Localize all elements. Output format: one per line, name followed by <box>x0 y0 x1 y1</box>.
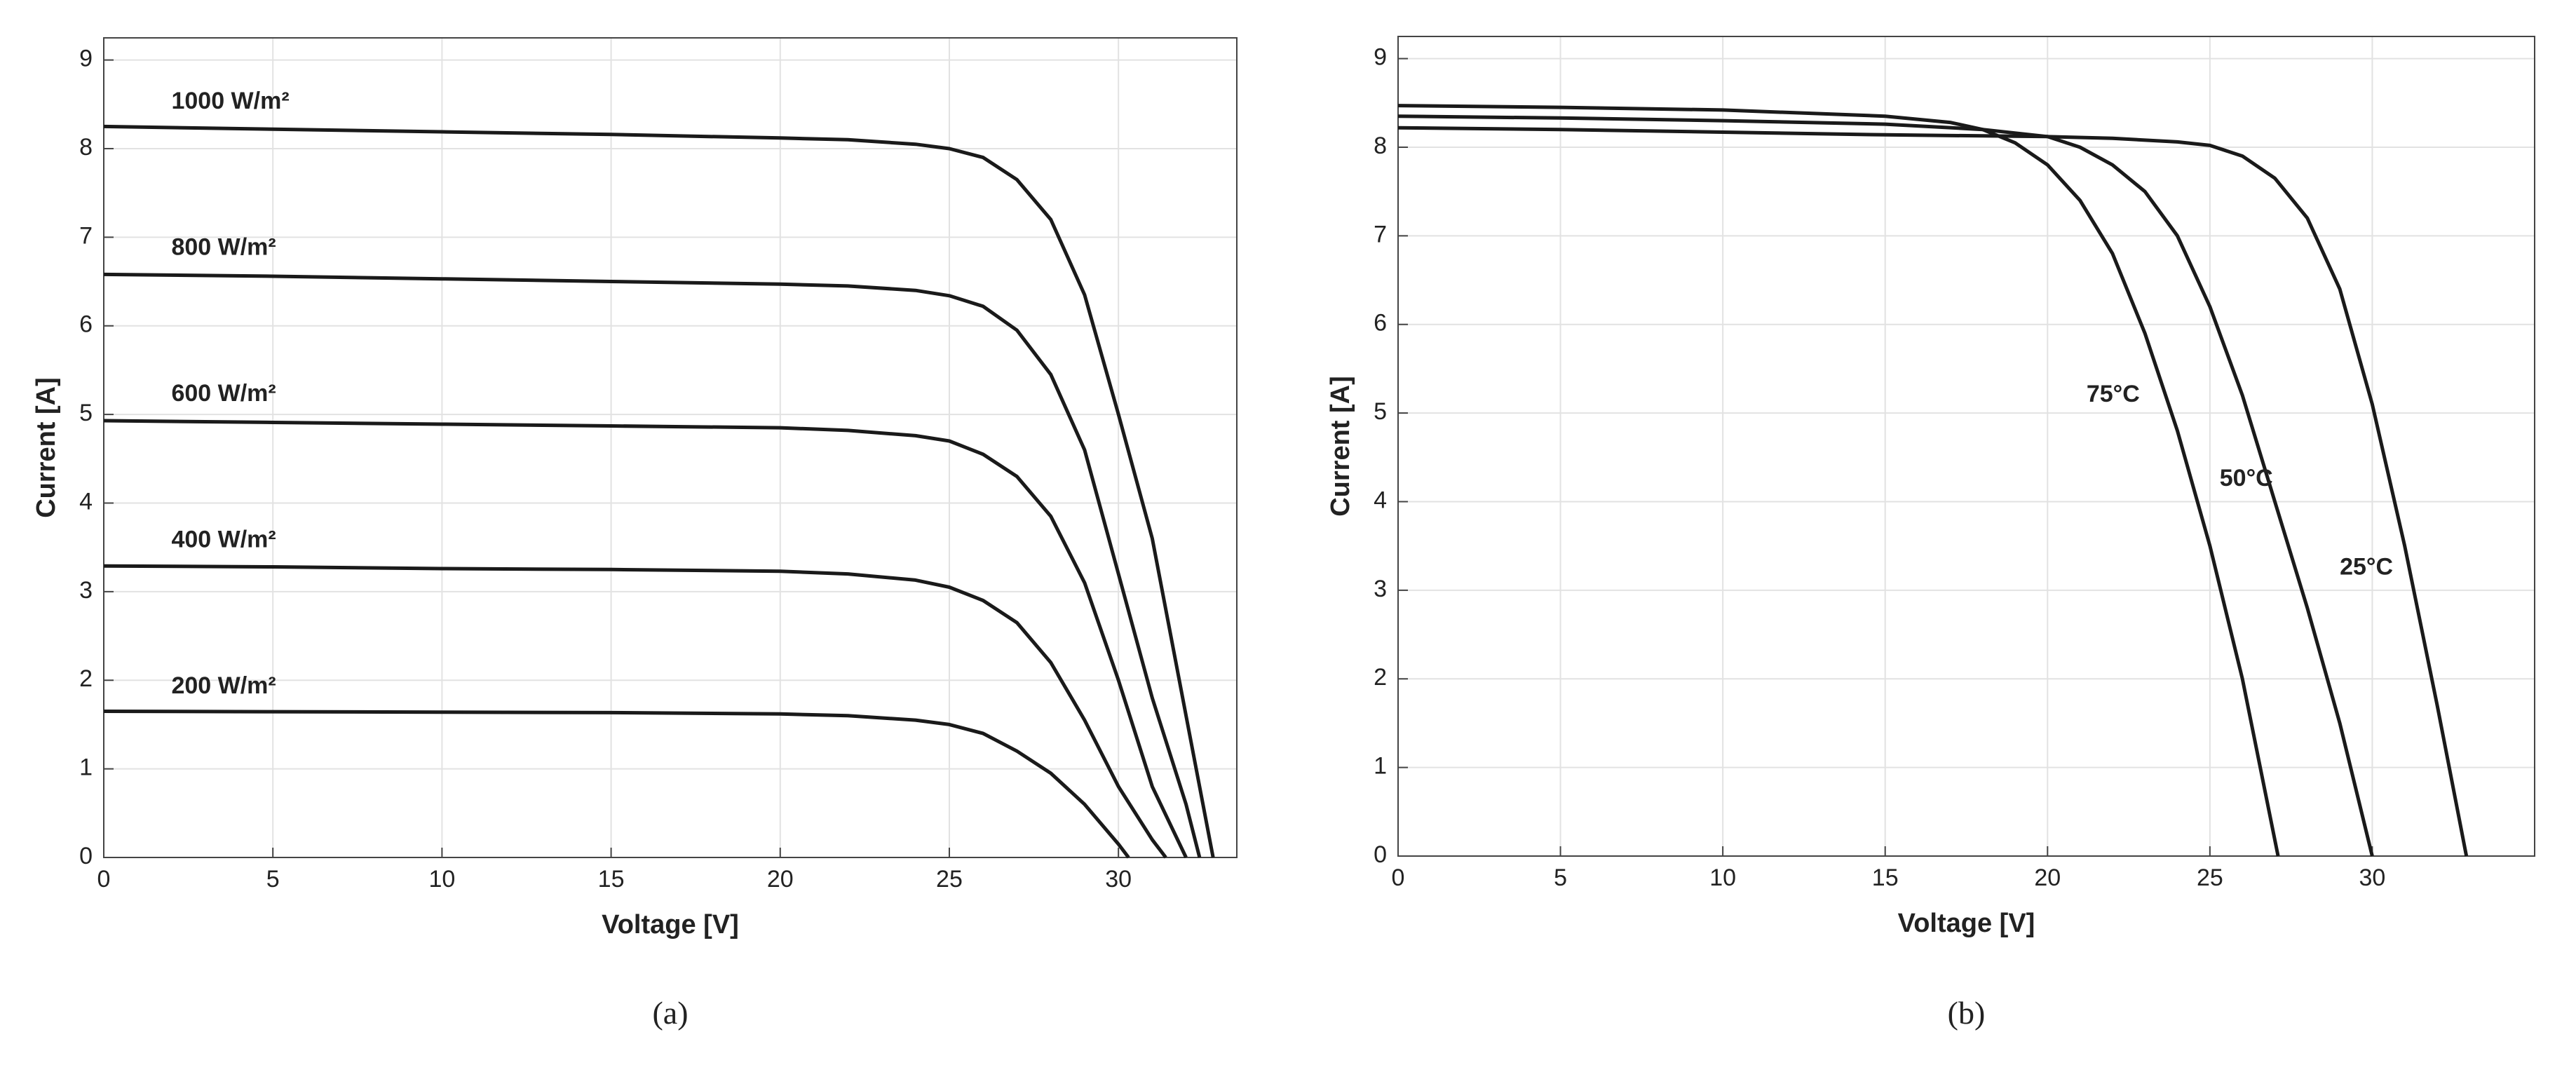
y-tick-label: 1 <box>1374 753 1387 780</box>
iv-curve <box>103 419 1188 859</box>
curve-label: 200 W/m² <box>171 672 276 699</box>
x-tick-label: 25 <box>2197 864 2223 891</box>
x-tick-label: 15 <box>1872 864 1899 891</box>
y-tick-label: 3 <box>1374 576 1387 602</box>
x-tick-label: 20 <box>767 866 794 893</box>
x-axis-label: Voltage [V] <box>602 910 739 939</box>
curve-label: 800 W/m² <box>171 234 276 261</box>
curve-label: 400 W/m² <box>171 527 276 553</box>
y-tick-label: 1 <box>79 754 93 781</box>
y-tick-label: 6 <box>1374 310 1387 337</box>
x-tick-label: 20 <box>2034 864 2061 891</box>
y-tick-label: 2 <box>79 665 93 692</box>
y-tick-label: 5 <box>79 400 93 426</box>
y-tick-label: 5 <box>1374 398 1387 425</box>
plot-area <box>104 38 1237 857</box>
iv-curve <box>1397 104 2280 857</box>
curve-label: 600 W/m² <box>171 380 276 407</box>
iv-curve <box>103 272 1202 858</box>
y-tick-label: 7 <box>1374 221 1387 247</box>
curve-label: 1000 W/m² <box>171 88 289 114</box>
caption: (a) <box>652 995 688 1031</box>
x-tick-label: 25 <box>936 866 963 893</box>
x-tick-label: 10 <box>1709 864 1736 891</box>
y-tick-label: 2 <box>1374 664 1387 691</box>
y-tick-label: 8 <box>79 134 93 161</box>
curve-label: 50°C <box>2220 465 2273 491</box>
plot-area <box>1398 36 2535 856</box>
iv-curve <box>103 124 1215 858</box>
x-tick-label: 30 <box>2359 864 2386 891</box>
y-tick-label: 6 <box>79 311 93 338</box>
caption: (b) <box>1948 995 1986 1031</box>
iv-curve <box>1397 126 2469 857</box>
x-axis-label: Voltage [V] <box>1898 909 2035 938</box>
y-tick-label: 9 <box>1374 44 1387 71</box>
y-tick-label: 0 <box>79 843 93 869</box>
y-tick-label: 7 <box>79 222 93 249</box>
y-tick-label: 4 <box>79 488 93 515</box>
y-axis-label: Current [A] <box>1326 376 1355 517</box>
iv-curve <box>103 564 1167 859</box>
x-tick-label: 5 <box>1554 864 1567 891</box>
x-tick-label: 0 <box>1392 864 1405 891</box>
plot-frame <box>103 37 1238 858</box>
y-tick-label: 3 <box>79 577 93 604</box>
y-tick-label: 4 <box>1374 487 1387 513</box>
curve-label: 75°C <box>2087 381 2140 407</box>
y-tick-label: 0 <box>1374 841 1387 868</box>
x-tick-label: 0 <box>97 866 111 893</box>
y-tick-label: 8 <box>1374 133 1387 159</box>
y-axis-label: Current [A] <box>32 377 61 518</box>
iv-curve <box>103 710 1130 859</box>
curve-label: 25°C <box>2340 553 2393 580</box>
x-tick-label: 10 <box>428 866 455 893</box>
iv-curve <box>1397 114 2374 857</box>
y-tick-label: 9 <box>79 46 93 72</box>
plot-frame <box>1397 36 2535 857</box>
x-tick-label: 30 <box>1105 866 1132 893</box>
x-tick-label: 5 <box>266 866 280 893</box>
x-tick-label: 15 <box>598 866 625 893</box>
